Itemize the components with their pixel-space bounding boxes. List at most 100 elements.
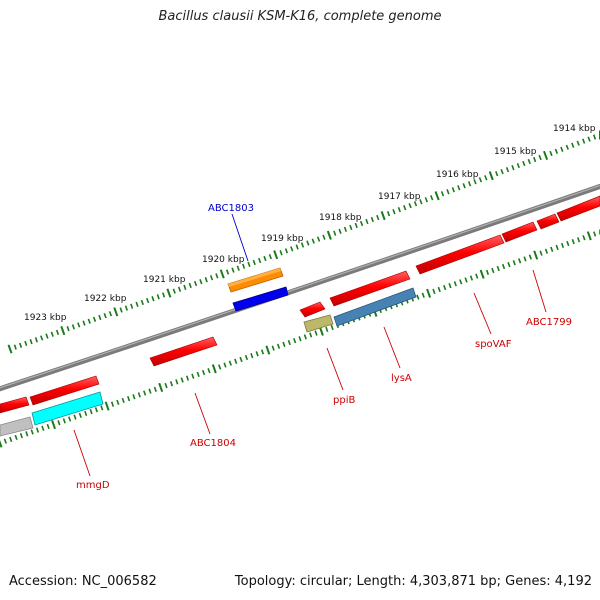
upper-ruler-minor-tick xyxy=(440,191,445,197)
gene-mmgd-upstream[interactable] xyxy=(29,375,100,406)
upper-ruler-major-tick xyxy=(7,344,13,354)
gene-label-ppib[interactable]: ppiB xyxy=(333,395,355,406)
lower-ruler-minor-tick xyxy=(475,273,479,279)
upper-ruler-minor-tick xyxy=(284,248,289,254)
upper-ruler-minor-tick xyxy=(124,305,128,311)
upper-ruler-minor-tick xyxy=(527,158,531,165)
upper-ruler-major-tick xyxy=(543,150,549,161)
lower-ruler-minor-tick xyxy=(255,351,259,357)
lower-ruler-minor-tick xyxy=(180,377,184,383)
gene-red-1[interactable] xyxy=(501,221,538,243)
upper-ruler-minor-tick xyxy=(252,259,256,266)
upper-ruler-minor-tick xyxy=(188,282,192,289)
lower-ruler-minor-tick xyxy=(464,277,468,283)
gene-ppib[interactable] xyxy=(303,314,334,333)
lower-ruler-minor-tick xyxy=(421,292,425,298)
gene-labels: ABC1803 ppiB lysA spoVAF ABC1799 ABC1804… xyxy=(76,203,572,491)
upper-ruler-minor-tick xyxy=(279,250,283,256)
ruler-label-1917: 1917 kbp xyxy=(378,192,421,202)
ruler-label-1915: 1915 kbp xyxy=(494,147,537,157)
gene-label-lysa[interactable]: lysA xyxy=(391,373,412,384)
lower-ruler-minor-tick xyxy=(207,368,211,374)
upper-ruler-minor-tick xyxy=(236,265,240,271)
lower-ruler-minor-tick xyxy=(132,394,136,400)
lower-ruler-minor-tick xyxy=(512,260,516,266)
gene-spovaf-upstream[interactable] xyxy=(415,234,505,275)
lower-ruler-minor-tick xyxy=(293,338,297,344)
upper-ruler-minor-tick xyxy=(370,216,374,223)
lower-ruler-minor-tick xyxy=(448,283,452,289)
upper-ruler-minor-tick xyxy=(225,269,230,275)
upper-ruler-minor-tick xyxy=(45,333,49,339)
lower-ruler-minor-tick xyxy=(271,345,275,351)
lower-ruler-minor-tick xyxy=(239,356,243,363)
lower-ruler-minor-tick xyxy=(528,254,532,260)
upper-ruler-major-tick xyxy=(380,211,386,221)
lower-ruler-minor-tick xyxy=(100,405,104,411)
gene-label-abc1804[interactable]: ABC1804 xyxy=(190,438,236,449)
ruler-label-1914: 1914 kbp xyxy=(553,124,596,134)
upper-ruler-minor-tick xyxy=(40,335,44,341)
upper-ruler-minor-tick xyxy=(565,144,569,150)
gene-grey[interactable] xyxy=(0,416,34,437)
upper-ruler-minor-tick xyxy=(295,244,299,250)
gene-ppib-upstream[interactable] xyxy=(299,301,326,318)
upper-ruler-minor-tick xyxy=(522,160,526,167)
lower-ruler-minor-tick xyxy=(325,326,329,332)
lower-ruler-minor-tick xyxy=(35,427,40,433)
lower-ruler-minor-tick xyxy=(576,237,581,243)
upper-ruler-minor-tick xyxy=(430,195,434,201)
lower-ruler-minor-tick xyxy=(303,334,307,340)
lower-ruler-major-tick xyxy=(533,250,539,260)
leader-mmgd xyxy=(73,429,91,477)
upper-ruler-minor-tick xyxy=(87,318,91,324)
gene-abc1804[interactable] xyxy=(149,336,218,367)
upper-ruler-minor-tick xyxy=(66,326,70,332)
lower-ruler-minor-tick xyxy=(223,362,227,368)
gene-mmgd[interactable] xyxy=(31,391,104,426)
upper-ruler-minor-tick xyxy=(13,344,17,350)
lower-ruler-minor-tick xyxy=(453,281,457,287)
reverse-strand-genes xyxy=(0,286,417,437)
lower-ruler-minor-tick xyxy=(250,353,254,359)
upper-ruler-minor-tick xyxy=(467,181,472,187)
lower-ruler-minor-tick xyxy=(78,412,82,418)
lower-ruler-minor-tick xyxy=(46,423,50,430)
gene-abc1803-blue[interactable] xyxy=(232,286,289,312)
upper-ruler-minor-tick xyxy=(538,154,542,161)
gene-label-abc1799[interactable]: ABC1799 xyxy=(526,317,572,328)
lower-ruler-minor-tick xyxy=(68,416,72,422)
upper-ruler-minor-tick xyxy=(408,203,412,209)
gene-red-2[interactable] xyxy=(536,213,560,230)
lower-ruler-minor-tick xyxy=(30,429,34,435)
gene-label-spovaf[interactable]: spoVAF xyxy=(475,339,512,350)
lower-ruler-minor-tick xyxy=(485,269,490,275)
gene-lysa-upstream[interactable] xyxy=(329,270,411,307)
lower-ruler-minor-tick xyxy=(185,375,190,381)
lower-ruler-minor-tick xyxy=(110,401,115,407)
upper-ruler-minor-tick xyxy=(397,207,401,213)
gene-left-edge[interactable] xyxy=(0,396,30,414)
upper-ruler-minor-tick xyxy=(77,322,81,328)
lower-ruler-minor-tick xyxy=(153,386,157,392)
lower-ruler-minor-tick xyxy=(127,396,131,402)
upper-ruler-minor-tick xyxy=(349,224,353,231)
gene-abc1799[interactable] xyxy=(556,195,600,222)
gene-lysa[interactable] xyxy=(333,287,417,327)
upper-ruler-minor-tick xyxy=(108,311,113,317)
upper-ruler-major-tick xyxy=(488,171,494,181)
upper-ruler-minor-tick xyxy=(587,136,591,142)
gene-label-mmgd[interactable]: mmgD xyxy=(76,480,110,491)
lower-ruler-minor-tick xyxy=(89,409,93,415)
lower-ruler-minor-tick xyxy=(137,392,141,398)
lower-ruler-major-tick xyxy=(0,439,3,448)
lower-ruler-minor-tick xyxy=(276,343,281,349)
gene-label-abc1803[interactable]: ABC1803 xyxy=(208,203,254,214)
lower-ruler-minor-tick xyxy=(491,267,495,274)
upper-ruler-minor-tick xyxy=(177,286,182,292)
upper-ruler-minor-tick xyxy=(50,331,54,337)
lower-ruler-minor-tick xyxy=(57,420,61,426)
lower-ruler-minor-tick xyxy=(309,332,313,338)
upper-ruler-minor-tick xyxy=(533,156,537,163)
upper-ruler-minor-tick xyxy=(316,236,321,242)
